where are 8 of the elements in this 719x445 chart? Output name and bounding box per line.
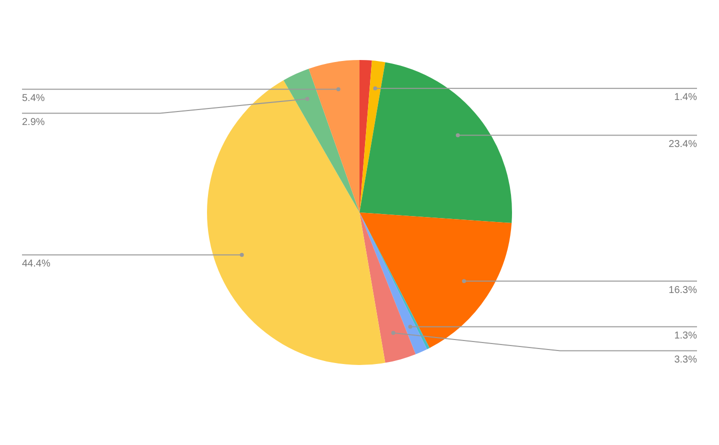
data-label: 16.3%	[668, 284, 698, 296]
data-label: 1.4%	[674, 92, 698, 104]
data-label: 1.3%	[674, 330, 698, 342]
data-label: 5.4%	[22, 92, 45, 104]
data-label: 44.4%	[22, 258, 50, 270]
data-label: 2.9%	[22, 116, 45, 128]
data-label: 3.3%	[674, 354, 698, 366]
data-label: 23.4%	[668, 138, 698, 150]
